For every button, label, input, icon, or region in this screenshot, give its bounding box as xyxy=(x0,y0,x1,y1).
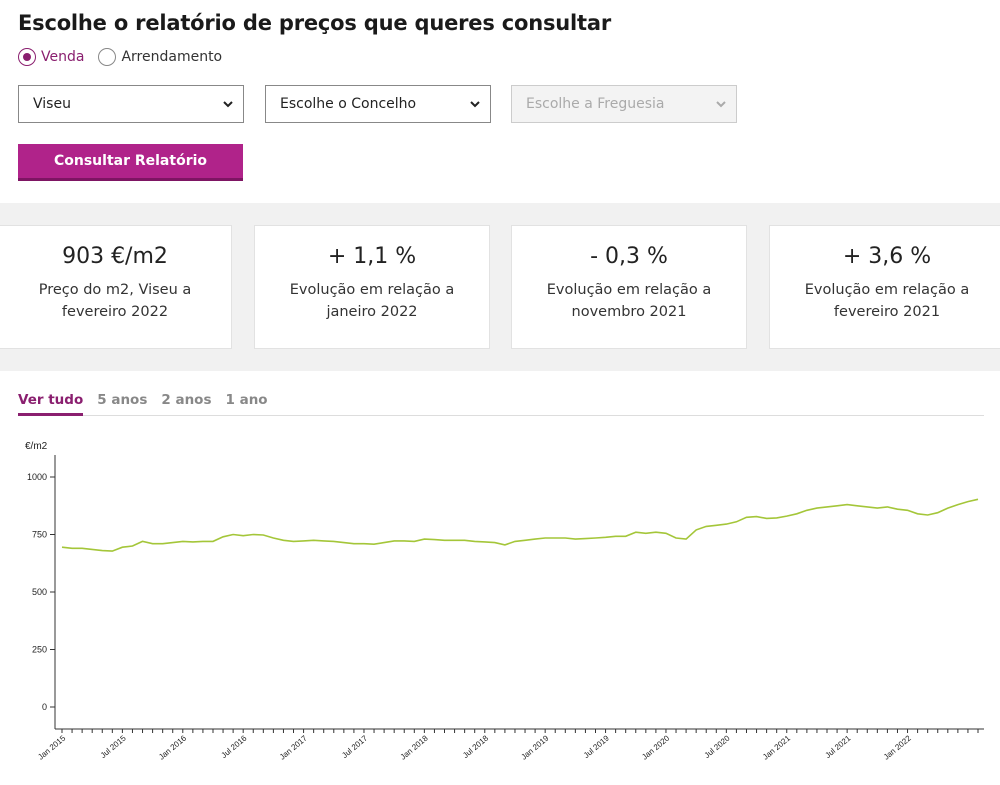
tab-5-anos[interactable]: 5 anos xyxy=(97,392,148,408)
stat-card-year: + 3,6 % Evolução em relação a fevereiro … xyxy=(769,225,1000,349)
x-tick-label: Jan 2020 xyxy=(640,733,671,761)
x-tick-label: Jan 2022 xyxy=(882,733,913,761)
y-tick-label: 0 xyxy=(42,702,47,712)
district-select[interactable]: Viseu xyxy=(18,85,244,123)
chevron-down-icon xyxy=(470,101,480,108)
municipality-select[interactable]: Escolhe o Concelho xyxy=(265,85,491,123)
radio-arrendamento-label: Arrendamento xyxy=(121,49,223,65)
x-tick-label: Jul 2015 xyxy=(99,733,128,760)
stat-value: + 1,1 % xyxy=(327,244,417,269)
y-tick-label: 1000 xyxy=(27,472,47,482)
y-tick-label: 750 xyxy=(32,530,47,540)
stat-label: Evolução em relação a novembro 2021 xyxy=(546,282,712,320)
stat-card-quarter: - 0,3 % Evolução em relação a novembro 2… xyxy=(511,225,747,349)
mode-radio-group: Venda Arrendamento xyxy=(18,48,236,66)
stat-label: Evolução em relação a janeiro 2022 xyxy=(289,282,455,320)
tab-2-anos[interactable]: 2 anos xyxy=(161,392,212,408)
stat-value: + 3,6 % xyxy=(842,244,932,269)
chevron-down-icon xyxy=(716,101,726,108)
consult-report-button[interactable]: Consultar Relatório xyxy=(18,144,243,181)
radio-arrendamento[interactable]: Arrendamento xyxy=(98,48,222,66)
radio-unchecked-icon xyxy=(98,48,117,66)
x-tick-label: Jul 2021 xyxy=(823,733,852,760)
stat-value: 903 €/m2 xyxy=(62,244,168,269)
radio-venda-label: Venda xyxy=(41,49,85,65)
tab-ver-tudo[interactable]: Ver tudo xyxy=(18,392,84,416)
y-tick-label: 500 xyxy=(32,587,47,597)
x-tick-label: Jan 2016 xyxy=(157,733,188,761)
stat-card-price: 903 €/m2 Preço do m2, Viseu a fevereiro … xyxy=(0,225,232,349)
x-tick-label: Jan 2015 xyxy=(36,733,67,761)
parish-select[interactable]: Escolhe a Freguesia xyxy=(511,85,737,123)
price-series-line xyxy=(61,498,979,552)
x-tick-label: Jan 2018 xyxy=(399,733,430,761)
x-tick-label: Jan 2021 xyxy=(761,733,792,761)
district-select-value: Viseu xyxy=(33,96,71,112)
chevron-down-icon xyxy=(223,101,233,108)
radio-checked-icon xyxy=(18,48,36,66)
stat-value: - 0,3 % xyxy=(590,244,668,269)
y-axis-label: €/m2 xyxy=(25,441,48,452)
x-tick-label: Jul 2017 xyxy=(340,733,369,760)
page-title: Escolhe o relatório de preços que queres… xyxy=(18,11,612,35)
x-tick-label: Jul 2016 xyxy=(220,733,249,760)
range-tabs: Ver tudo 5 anos 2 anos 1 ano xyxy=(18,392,984,416)
x-tick-label: Jan 2017 xyxy=(278,733,309,761)
municipality-select-value: Escolhe o Concelho xyxy=(280,96,417,112)
x-tick-label: Jul 2019 xyxy=(582,733,611,760)
price-chart: €/m2 0 250 500 750 1000 Jan 2015 Jul 2015 Jan 20… xyxy=(25,441,984,762)
tab-1-ano[interactable]: 1 ano xyxy=(225,392,268,408)
stat-card-month: + 1,1 % Evolução em relação a janeiro 20… xyxy=(254,225,490,349)
y-tick-label: 250 xyxy=(32,645,47,655)
radio-venda[interactable]: Venda xyxy=(18,48,84,66)
stat-label: Evolução em relação a fevereiro 2021 xyxy=(804,282,970,320)
x-tick-label: Jul 2020 xyxy=(703,733,732,760)
x-tick-label: Jan 2019 xyxy=(519,733,550,761)
parish-select-value: Escolhe a Freguesia xyxy=(526,96,665,112)
x-tick-label: Jul 2018 xyxy=(461,733,490,760)
stat-label: Preço do m2, Viseu a fevereiro 2022 xyxy=(38,282,192,320)
